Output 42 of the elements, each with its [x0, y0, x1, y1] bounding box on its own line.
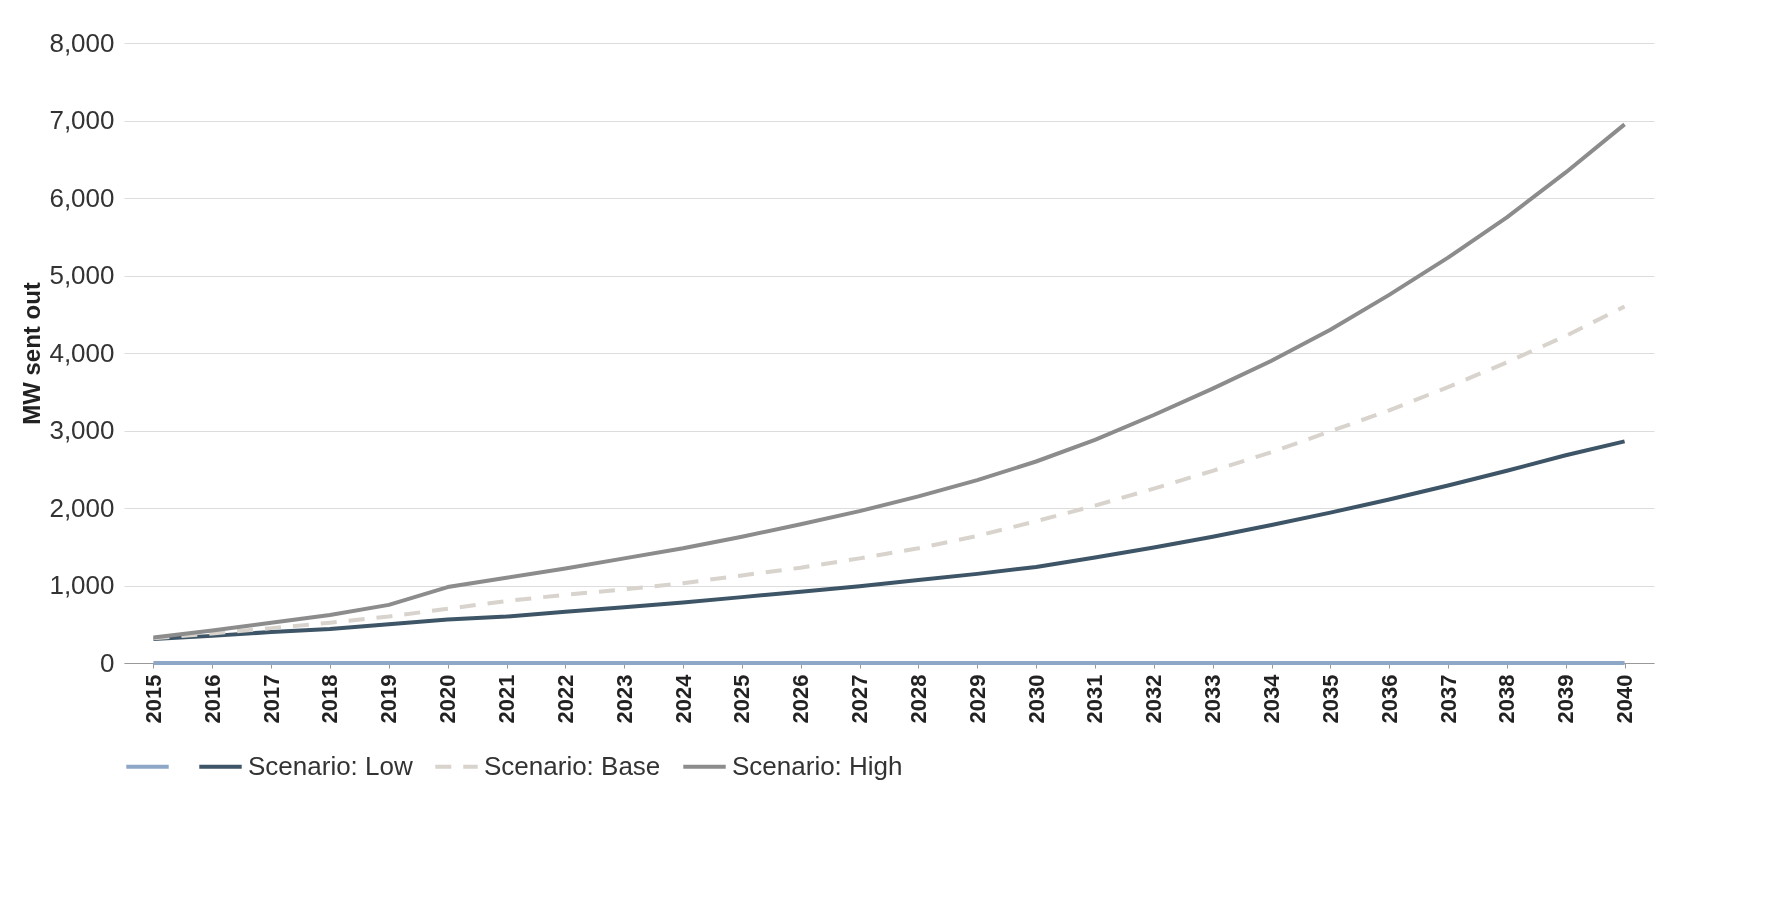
x-tick-label: 2020: [435, 674, 461, 724]
x-tick-label: 2030: [1023, 674, 1049, 724]
x-tick-label: 2018: [317, 674, 343, 724]
legend-label: Scenario: High: [732, 750, 903, 781]
y-tick-label: 0: [100, 647, 115, 678]
x-tick-label: 2040: [1612, 674, 1638, 724]
y-tick-label: 5,000: [49, 260, 115, 290]
x-tick-label: 2027: [847, 674, 873, 724]
legend-label: Scenario: Low: [248, 750, 413, 781]
y-tick-label: 2,000: [49, 492, 115, 523]
x-tick-label: 2033: [1200, 674, 1226, 724]
x-tick-label: 2034: [1259, 673, 1284, 724]
line-series: [151, 122, 1627, 640]
y-tick-label: 7,000: [49, 105, 115, 135]
x-tick-label: 2021: [494, 674, 519, 724]
x-tick-label: 2031: [1082, 674, 1108, 724]
x-tick-label: 2017: [258, 674, 284, 724]
x-tick-label: 2019: [376, 674, 402, 724]
line-series: [151, 304, 1627, 641]
y-tick-label: 3,000: [49, 415, 115, 445]
line-series: [151, 439, 1627, 641]
x-tick-label: 2032: [1141, 674, 1167, 724]
x-tick-label: 2016: [199, 674, 225, 724]
x-tick-label: 2036: [1376, 674, 1402, 724]
x-tick-label: 2029: [964, 674, 990, 724]
y-tick-label: 6,000: [49, 182, 115, 213]
x-tick-label: 2025: [729, 674, 755, 724]
y-tick-label: 1,000: [49, 570, 115, 600]
x-tick-label: 2015: [140, 674, 166, 724]
x-tick-label: 2037: [1435, 674, 1461, 724]
x-tick-label: 2022: [552, 674, 578, 724]
x-tick-label: 2024: [670, 673, 696, 724]
legend-label: Scenario: Base: [484, 750, 661, 781]
y-tick-label: 8,000: [49, 27, 115, 58]
x-tick-label: 2038: [1494, 674, 1520, 724]
x-tick-label: 2023: [611, 674, 637, 724]
x-tick-label: 2039: [1553, 674, 1579, 724]
x-tick-label: 2028: [905, 674, 931, 724]
y-axis-title: MW sent out: [18, 282, 46, 425]
x-tick-label: 2026: [788, 674, 814, 724]
x-tick-label: 2035: [1317, 674, 1343, 724]
y-tick-label: 4,000: [49, 337, 115, 368]
